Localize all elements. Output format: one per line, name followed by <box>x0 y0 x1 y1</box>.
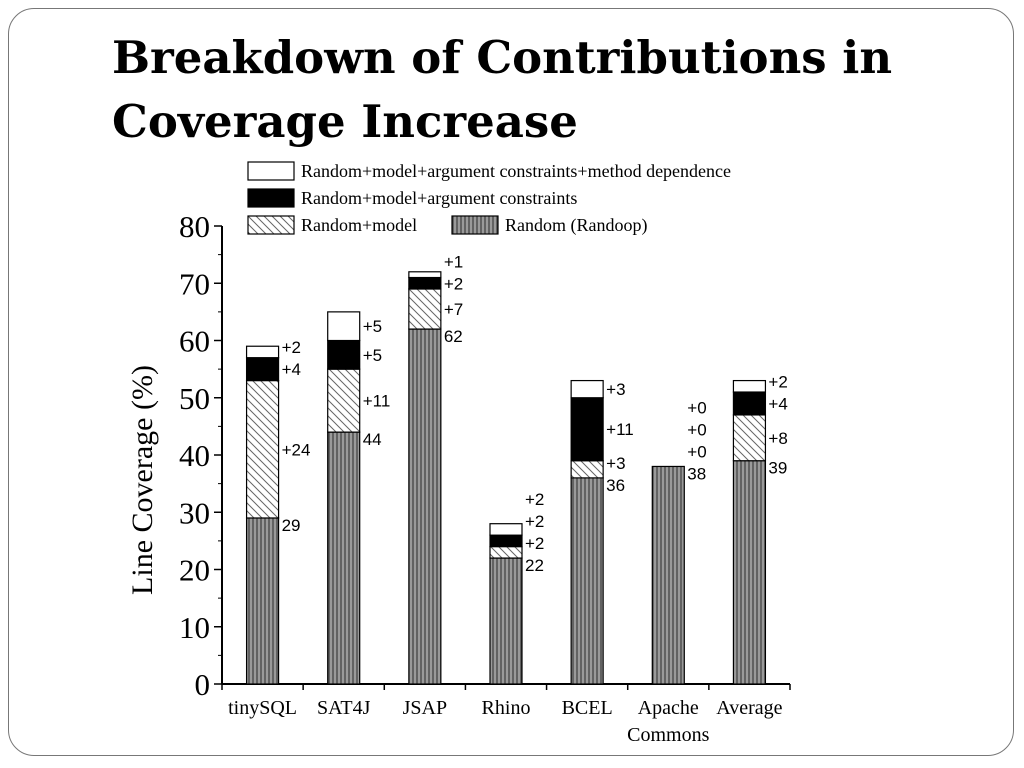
data-label-apache-commons-0: 38 <box>687 464 706 483</box>
data-label-tinysql-0: 29 <box>282 516 301 535</box>
data-label-average-2: +4 <box>768 394 787 413</box>
x-category-label-average: Average <box>716 697 782 719</box>
y-axis-title: Line Coverage (%) <box>126 365 159 595</box>
y-tick-label: 20 <box>179 553 210 588</box>
data-label-average-3: +2 <box>768 372 787 391</box>
x-category-label-bcel: BCEL <box>562 697 613 719</box>
data-label-bcel-3: +3 <box>606 380 625 399</box>
legend-swatch-random <box>451 215 499 235</box>
x-category-label-commons: Commons <box>627 724 709 746</box>
bar-rhino-argument <box>489 534 523 548</box>
bar-bcel-method <box>570 379 604 399</box>
data-label-average-1: +8 <box>768 429 787 448</box>
x-category-label-sat4j: SAT4J <box>317 697 371 719</box>
bar-average-random <box>732 460 767 685</box>
bar-tinysql-method <box>245 345 280 359</box>
bar-bcel-random <box>570 477 604 685</box>
legend-label-random: Random (Randoop) <box>505 215 647 236</box>
x-category-label-tinysql: tinySQL <box>228 697 297 719</box>
x-category-label-rhino: Rhino <box>482 697 531 719</box>
bar-sat4j-model <box>327 368 361 433</box>
data-label-jsap-2: +2 <box>444 274 463 293</box>
data-label-tinysql-3: +2 <box>282 338 301 357</box>
y-tick-label: 40 <box>179 438 210 473</box>
bar-sat4j-random <box>327 431 361 685</box>
y-tick-label: 60 <box>179 324 210 359</box>
data-label-jsap-0: 62 <box>444 327 463 346</box>
y-tick-label: 0 <box>195 667 211 702</box>
bar-bcel-argument <box>570 397 604 462</box>
bar-jsap-method <box>408 271 442 279</box>
data-label-sat4j-0: 44 <box>363 430 382 449</box>
bar-sat4j-method <box>327 311 361 342</box>
data-label-bcel-0: 36 <box>606 476 625 495</box>
y-tick-label: 80 <box>179 209 210 244</box>
data-label-tinysql-2: +4 <box>282 360 301 379</box>
data-label-rhino-3: +2 <box>525 490 544 509</box>
data-label-jsap-1: +7 <box>444 300 463 319</box>
data-label-sat4j-1: +11 <box>363 392 391 411</box>
bar-tinysql-model <box>245 379 280 519</box>
y-tick-label: 30 <box>179 495 210 530</box>
data-label-rhino-0: 22 <box>525 556 544 575</box>
bar-sat4j-argument <box>327 339 361 370</box>
legend-label-method: Random+model+argument constraints+method… <box>301 161 731 181</box>
legend-label-argument: Random+model+argument constraints <box>301 188 577 208</box>
legend-swatch-argument <box>247 188 295 208</box>
data-label-tinysql-1: +24 <box>282 440 311 459</box>
slide-title-line-1: Breakdown of Contributions in <box>112 31 893 84</box>
legend-swatch-method <box>247 161 295 181</box>
x-category-label-apache: Apache <box>638 697 699 719</box>
data-label-bcel-1: +3 <box>606 454 625 473</box>
data-label-bcel-2: +11 <box>606 420 634 439</box>
bar-jsap-model <box>408 288 442 330</box>
bar-rhino-method <box>489 523 523 536</box>
bar-jsap-argument <box>408 276 442 290</box>
slide-title-line-2: Coverage Increase <box>112 95 578 148</box>
bar-tinysql-random <box>245 517 280 685</box>
data-label-jsap-3: +1 <box>444 252 463 271</box>
bar-jsap-random <box>408 328 442 685</box>
bar-apache-commons-random <box>651 465 685 685</box>
data-label-sat4j-3: +5 <box>363 317 382 336</box>
data-label-apache-commons-3: +0 <box>687 398 706 417</box>
data-label-rhino-2: +2 <box>525 512 544 531</box>
data-label-sat4j-2: +5 <box>363 346 382 365</box>
data-label-rhino-1: +2 <box>525 534 544 553</box>
y-tick-label: 10 <box>179 610 210 645</box>
bar-bcel-model <box>570 460 604 479</box>
data-label-average-0: 39 <box>768 459 787 478</box>
data-label-apache-commons-1: +0 <box>687 442 706 461</box>
legend-swatch-model <box>247 215 295 235</box>
y-tick-label: 50 <box>179 381 210 416</box>
bar-rhino-model <box>489 545 523 559</box>
bar-average-model <box>732 414 767 462</box>
bar-average-argument <box>732 391 767 416</box>
bar-rhino-random <box>489 557 523 685</box>
x-category-label-jsap: JSAP <box>403 697 447 719</box>
y-tick-label: 70 <box>179 266 210 301</box>
slide-title: Breakdown of Contributions in Coverage I… <box>112 26 992 154</box>
bar-average-method <box>732 379 767 393</box>
legend-label-model: Random+model <box>301 215 417 235</box>
bar-tinysql-argument <box>245 357 280 382</box>
data-label-apache-commons-2: +0 <box>687 420 706 439</box>
